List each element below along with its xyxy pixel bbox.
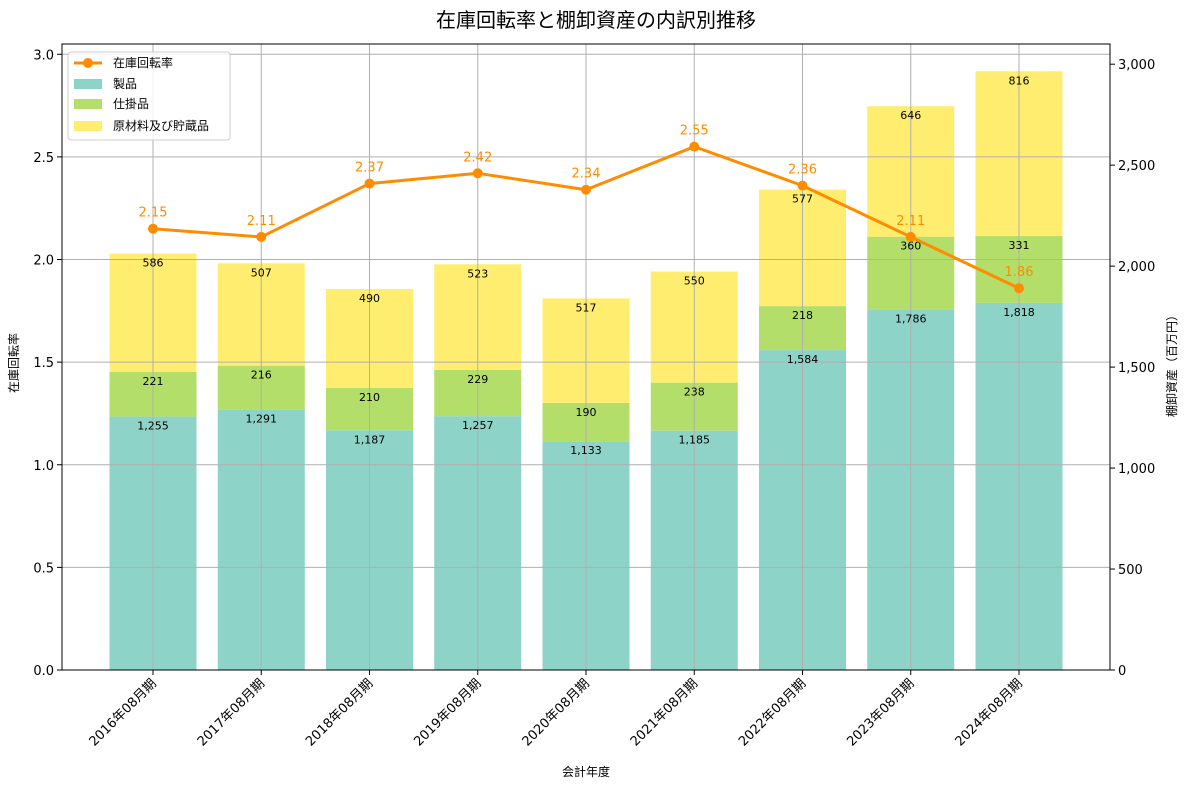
y-right-tick-label: 3,000: [1118, 58, 1155, 73]
bar-value-label: 1,133: [570, 444, 602, 457]
turnover-point: [905, 231, 916, 242]
x-tick-label: 2017年08月期: [195, 676, 268, 749]
x-tick-label: 2021年08月期: [628, 676, 701, 749]
x-tick-label: 2024年08月期: [953, 676, 1026, 749]
line-layer: 2.15 2.11 2.37 2.42 2.34 2.55 2.36 2.11 1.86: [139, 124, 1034, 294]
y-right-tick-label: 1,500: [1118, 361, 1155, 376]
bar-value-label: 331: [1009, 239, 1030, 252]
legend-swatch: [74, 121, 102, 131]
turnover-point: [148, 223, 158, 234]
bar-value-label: 490: [359, 292, 380, 305]
legend-entry: 仕掛品: [113, 96, 149, 111]
bar-value-label: 586: [143, 257, 164, 270]
y-left-tick-label: 2.0: [33, 254, 54, 269]
y-right-axis-label: 棚卸資産（百万円）: [1164, 309, 1179, 417]
legend-entry: 在庫回転率: [113, 55, 173, 70]
bar-value-label: 507: [251, 266, 272, 279]
turnover-point-label: 2.34: [572, 167, 601, 182]
bar-value-label: 1,818: [1003, 306, 1035, 319]
legend-entry: 原材料及び貯蔵品: [113, 119, 209, 133]
bar-value-label: 1,185: [679, 434, 711, 447]
bar-value-label: 1,255: [137, 420, 169, 433]
legend-entry: 製品: [113, 77, 137, 91]
turnover-point-label: 2.11: [247, 214, 276, 229]
bar-value-label: 550: [684, 275, 705, 288]
bar-value-label: 229: [467, 373, 488, 386]
y-right-tick-label: 2,000: [1118, 260, 1155, 275]
bar-value-label: 210: [359, 391, 380, 404]
bar-value-label: 1,291: [246, 412, 278, 425]
x-tick-label: 2016年08月期: [87, 676, 160, 749]
turnover-point: [689, 141, 700, 152]
turnover-point-label: 2.15: [139, 206, 168, 221]
y-right-tick-label: 1,000: [1118, 462, 1155, 477]
bar-value-label: 577: [792, 193, 813, 206]
y-left-tick-label: 0.0: [33, 664, 54, 679]
grid-layer: [62, 44, 1110, 671]
turnover-point-label: 1.86: [1005, 265, 1034, 280]
bar-value-label: 816: [1009, 74, 1030, 87]
bar-value-label: 221: [143, 375, 164, 388]
x-tick-label: 2023年08月期: [844, 676, 917, 749]
y-left-tick-label: 1.0: [33, 459, 54, 474]
x-tick-label: 2019年08月期: [411, 676, 484, 749]
turnover-point: [472, 168, 483, 179]
bar-value-label: 1,187: [354, 433, 386, 446]
bar-value-label: 1,786: [895, 312, 927, 325]
bar-value-label: 360: [900, 240, 921, 253]
turnover-point-label: 2.55: [680, 124, 709, 139]
legend-box: [67, 51, 231, 141]
chart-title: 在庫回転率と棚卸資産の内訳別推移: [436, 8, 756, 32]
x-tick-label: 2020年08月期: [520, 676, 593, 749]
y-left-tick-label: 0.5: [33, 561, 54, 576]
bar-value-label: 646: [900, 109, 921, 122]
bar-value-label: 218: [792, 309, 813, 322]
turnover-point-label: 2.37: [355, 161, 384, 176]
x-axis-label: 会計年度: [562, 764, 610, 779]
turnover-point: [581, 184, 591, 195]
y-left-axis-label: 在庫回転率: [6, 333, 21, 393]
legend-line-marker: [83, 58, 93, 68]
turnover-point-label: 2.42: [463, 150, 492, 165]
legend-swatch: [74, 99, 102, 109]
turnover-point: [256, 231, 267, 242]
y-left-tick-label: 2.5: [33, 151, 54, 166]
bar-value-label: 523: [467, 267, 488, 280]
turnover-point: [1014, 283, 1024, 294]
x-tick-label: 2022年08月期: [736, 676, 809, 749]
bar-value-label: 1,257: [462, 419, 494, 432]
turnover-point-label: 2.11: [896, 214, 925, 229]
bar-value-label: 216: [251, 369, 272, 382]
y-left-tick-label: 1.5: [33, 356, 54, 371]
y-left-tick-label: 3.0: [33, 48, 54, 63]
turnover-point-label: 2.36: [788, 163, 817, 178]
bar-value-label: 1,584: [787, 353, 819, 366]
bar-labels-layer: 1,255 221 586 1,291 216 507 1,187 210 490 1,257 22…: [137, 74, 1035, 457]
bar-value-label: 190: [576, 406, 597, 419]
bar-value-label: 517: [576, 301, 597, 314]
bar-value-label: 238: [684, 386, 705, 399]
turnover-point: [364, 178, 375, 189]
y-right-tick-label: 500: [1118, 563, 1143, 578]
turnover-point: [797, 180, 808, 191]
x-tick-label: 2018年08月期: [303, 676, 376, 749]
y-right-tick-label: 2,500: [1118, 159, 1155, 174]
y-right-tick-label: 0: [1118, 664, 1126, 679]
legend-swatch: [74, 79, 102, 89]
